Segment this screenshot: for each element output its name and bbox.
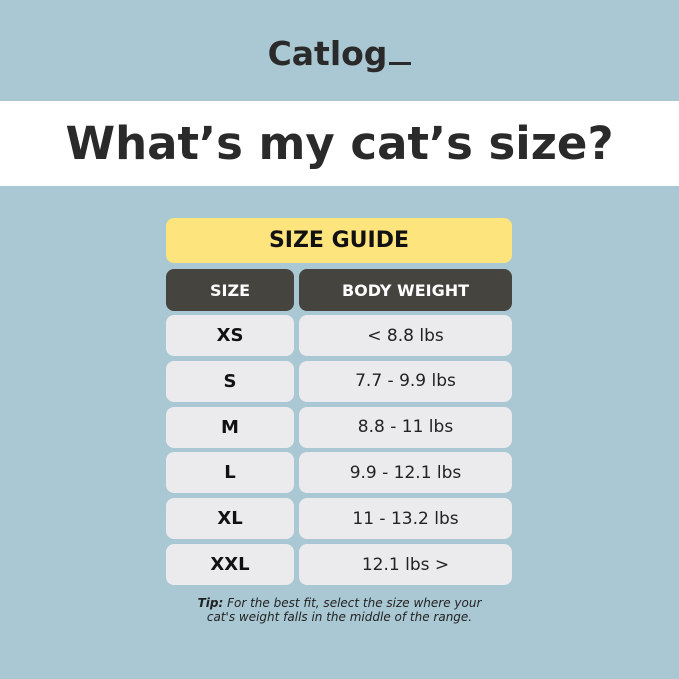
headline-band: What’s my cat’s size? — [0, 101, 679, 186]
row-weight: 11 - 13.2 lbs — [299, 498, 512, 540]
row-weight: 12.1 lbs > — [299, 544, 512, 585]
tip-line-1: For the best fit, select the size where … — [227, 596, 482, 610]
tip-line-2: cat's weight falls in the middle of the … — [206, 610, 473, 624]
header-size: SIZE — [166, 269, 294, 311]
row-weight: 7.7 - 9.9 lbs — [299, 360, 512, 402]
catlog-logo: Catlog — [0, 34, 679, 73]
row-size: M — [166, 406, 294, 448]
row-size: XXL — [166, 544, 294, 585]
logo-underscore — [389, 62, 412, 65]
row-size: S — [166, 360, 294, 402]
logo-text: Catlog — [267, 34, 388, 73]
row-size: XL — [166, 498, 294, 540]
tip-text: Tip: For the best fit, select the size w… — [0, 596, 679, 624]
size-guide-title: SIZE GUIDE — [166, 218, 512, 263]
row-size: L — [166, 452, 294, 494]
row-weight: < 8.8 lbs — [299, 315, 512, 356]
header-body-weight: BODY WEIGHT — [299, 269, 512, 311]
row-weight: 9.9 - 12.1 lbs — [299, 452, 512, 494]
tip-label: Tip: — [197, 596, 224, 610]
row-weight: 8.8 - 11 lbs — [299, 406, 512, 448]
row-size: XS — [166, 315, 294, 356]
headline: What’s my cat’s size? — [65, 117, 614, 170]
